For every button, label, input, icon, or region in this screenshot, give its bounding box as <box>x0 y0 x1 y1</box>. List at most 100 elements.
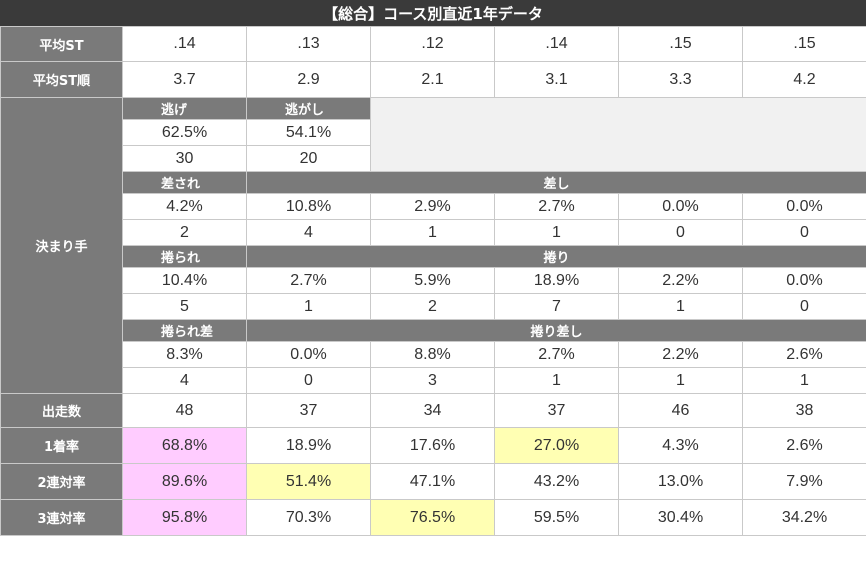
row-label-top2-rate: 2連対率 <box>0 463 123 500</box>
cell-makuri-count-2: 1 <box>246 293 371 320</box>
cell-avg-st-5: .15 <box>618 26 743 62</box>
row-top3-rate: 3連対率 95.8% 70.3% 76.5% 59.5% 30.4% 34.2% <box>0 499 866 536</box>
row-makuri-count: 5 1 2 7 1 0 <box>1 293 866 320</box>
cell-starts-6: 38 <box>742 393 866 428</box>
cell-makurare-pct: 10.4% <box>122 267 247 294</box>
row-makuri-sashi-pct: 8.3% 0.0% 8.8% 2.7% 2.2% 2.6% <box>1 341 866 368</box>
row-label-top3-rate: 3連対率 <box>0 499 123 536</box>
cell-sashi-count-2: 4 <box>246 219 371 246</box>
cell-starts-1: 48 <box>122 393 247 428</box>
row-starts: 出走数 48 37 34 37 46 38 <box>0 393 866 428</box>
row-sashi-count: 2 4 1 1 0 0 <box>1 219 866 246</box>
cell-sashi-pct-3: 2.9% <box>370 193 495 220</box>
subheader-nigashi: 逃がし <box>246 97 371 120</box>
row-nige-count: 30 20 <box>1 145 866 172</box>
cell-makuri-count-5: 1 <box>618 293 743 320</box>
cell-sashi-count-6: 0 <box>742 219 866 246</box>
cell-makuri-sashi-count-6: 1 <box>742 367 866 394</box>
cell-win-rate-2: 18.9% <box>246 427 371 464</box>
cell-sashi-count-5: 0 <box>618 219 743 246</box>
subheader-makurare-sashi: 捲られ差 <box>122 319 247 342</box>
cell-makuri-sashi-pct-2: 0.0% <box>246 341 371 368</box>
cell-top3-rate-4: 59.5% <box>494 499 619 536</box>
cell-top2-rate-4: 43.2% <box>494 463 619 500</box>
cell-makuri-sashi-count-5: 1 <box>618 367 743 394</box>
row-label-kimarite: 決まり手 <box>0 97 123 394</box>
row-avg-st-rank: 平均ST順 3.7 2.9 2.1 3.1 3.3 4.2 <box>0 61 866 98</box>
cell-top2-rate-5: 13.0% <box>618 463 743 500</box>
row-nige-pct: 62.5% 54.1% <box>1 119 866 146</box>
cell-top3-rate-5: 30.4% <box>618 499 743 536</box>
cell-makuri-sashi-pct-4: 2.7% <box>494 341 619 368</box>
cell-avg-st-rank-5: 3.3 <box>618 61 743 98</box>
cell-nige-pct: 62.5% <box>122 119 247 146</box>
panel-title: 【総合】コース別直近1年データ <box>0 0 866 26</box>
cell-avg-st-rank-2: 2.9 <box>246 61 371 98</box>
cell-makuri-sashi-count-3: 3 <box>370 367 495 394</box>
cell-makuri-sashi-pct-6: 2.6% <box>742 341 866 368</box>
cell-makuri-sashi-count-2: 0 <box>246 367 371 394</box>
cell-avg-st-4: .14 <box>494 26 619 62</box>
cell-sashi-pct-6: 0.0% <box>742 193 866 220</box>
row-label-avg-st: 平均ST <box>0 26 123 62</box>
cell-nigashi-pct: 54.1% <box>246 119 371 146</box>
row-makuri-pct: 10.4% 2.7% 5.9% 18.9% 2.2% 0.0% <box>1 267 866 294</box>
subheader-makuri-sashi: 捲り差し <box>246 319 866 342</box>
cell-sasare-count: 2 <box>122 219 247 246</box>
row-makuri-sashi-header: 捲られ差 捲り差し <box>1 319 866 342</box>
cell-win-rate-6: 2.6% <box>742 427 866 464</box>
cell-sashi-count-3: 1 <box>370 219 495 246</box>
subheader-nige: 逃げ <box>122 97 247 120</box>
row-avg-st: 平均ST .14 .13 .12 .14 .15 .15 <box>0 26 866 62</box>
row-kimarite-nige-header: 決まり手 逃げ 逃がし <box>0 97 866 394</box>
cell-win-rate-4: 27.0% <box>494 427 619 464</box>
cell-makurare-count: 5 <box>122 293 247 320</box>
cell-sashi-pct-4: 2.7% <box>494 193 619 220</box>
subheader-makuri: 捲り <box>246 245 866 268</box>
cell-makuri-sashi-count-4: 1 <box>494 367 619 394</box>
cell-sasare-pct: 4.2% <box>122 193 247 220</box>
cell-makuri-sashi-pct-5: 2.2% <box>618 341 743 368</box>
cell-starts-5: 46 <box>618 393 743 428</box>
cell-top3-rate-3: 76.5% <box>370 499 495 536</box>
cell-starts-4: 37 <box>494 393 619 428</box>
cell-top3-rate-6: 34.2% <box>742 499 866 536</box>
cell-makuri-count-4: 7 <box>494 293 619 320</box>
cell-nige-count: 30 <box>122 145 247 172</box>
cell-starts-2: 37 <box>246 393 371 428</box>
row-makuri-header: 捲られ 捲り <box>1 245 866 268</box>
cell-makuri-pct-3: 5.9% <box>370 267 495 294</box>
cell-top2-rate-2: 51.4% <box>246 463 371 500</box>
cell-top2-rate-3: 47.1% <box>370 463 495 500</box>
row-sashi-header: 差され 差し <box>1 171 866 194</box>
cell-avg-st-3: .12 <box>370 26 495 62</box>
row-label-avg-st-rank: 平均ST順 <box>0 61 123 98</box>
cell-sashi-count-4: 1 <box>494 219 619 246</box>
cell-makuri-pct-6: 0.0% <box>742 267 866 294</box>
row-top2-rate: 2連対率 89.6% 51.4% 47.1% 43.2% 13.0% 7.9% <box>0 463 866 500</box>
empty-area <box>370 97 866 172</box>
cell-starts-3: 34 <box>370 393 495 428</box>
stats-table: 平均ST .14 .13 .12 .14 .15 .15 平均ST順 3.7 2… <box>0 26 866 536</box>
cell-win-rate-1: 68.8% <box>122 427 247 464</box>
cell-top2-rate-6: 7.9% <box>742 463 866 500</box>
subheader-makurare: 捲られ <box>122 245 247 268</box>
row-label-win-rate: 1着率 <box>0 427 123 464</box>
cell-avg-st-rank-3: 2.1 <box>370 61 495 98</box>
cell-avg-st-1: .14 <box>122 26 247 62</box>
cell-avg-st-2: .13 <box>246 26 371 62</box>
cell-makurare-sashi-pct: 8.3% <box>122 341 247 368</box>
cell-sashi-pct-2: 10.8% <box>246 193 371 220</box>
cell-makuri-count-6: 0 <box>742 293 866 320</box>
cell-top2-rate-1: 89.6% <box>122 463 247 500</box>
cell-avg-st-rank-4: 3.1 <box>494 61 619 98</box>
row-label-starts: 出走数 <box>0 393 123 428</box>
cell-sashi-pct-5: 0.0% <box>618 193 743 220</box>
cell-top3-rate-1: 95.8% <box>122 499 247 536</box>
cell-avg-st-6: .15 <box>742 26 866 62</box>
cell-win-rate-3: 17.6% <box>370 427 495 464</box>
cell-avg-st-rank-6: 4.2 <box>742 61 866 98</box>
cell-makuri-pct-2: 2.7% <box>246 267 371 294</box>
cell-makuri-count-3: 2 <box>370 293 495 320</box>
cell-makurare-sashi-count: 4 <box>122 367 247 394</box>
